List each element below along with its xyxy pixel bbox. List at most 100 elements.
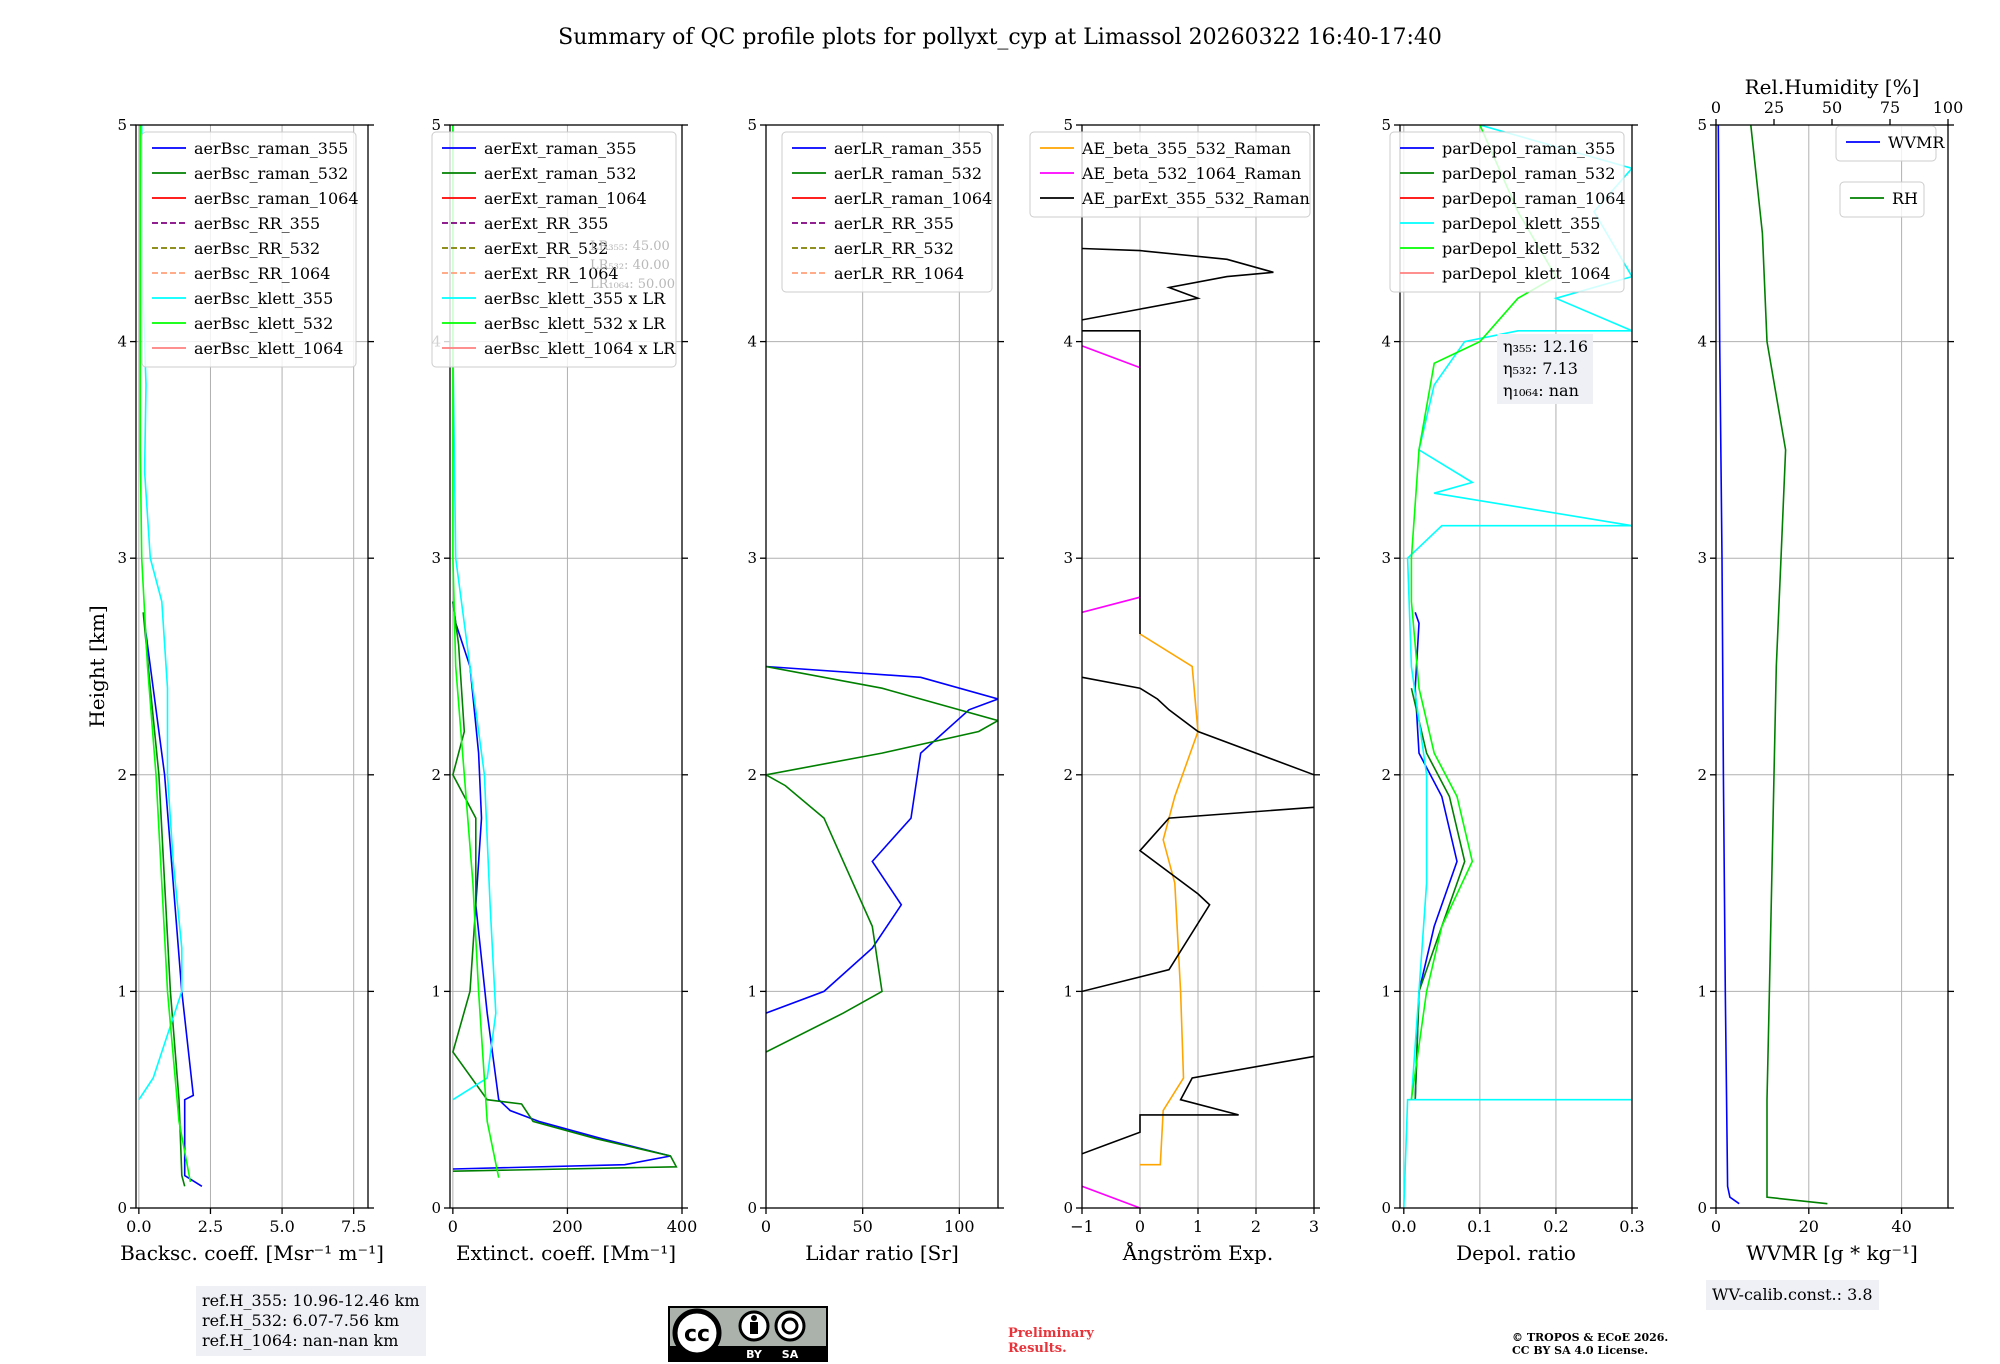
legend-label-aerbsc-klett-532-x-lr: aerBsc_klett_532 x LR	[484, 314, 666, 333]
legend-label-aerext-raman-355: aerExt_raman_355	[484, 139, 637, 158]
legend-label-aerbsc-raman-532: aerBsc_raman_532	[194, 164, 348, 183]
y-tick-label-ext-3: 3	[431, 549, 441, 567]
x-axis-label-ae: Ångström Exp.	[1122, 1240, 1273, 1265]
legend-label-aerbsc-klett-532: aerBsc_klett_532	[194, 314, 333, 333]
y-tick-label-wv-1: 1	[1697, 982, 1707, 1000]
legend-label-ae-beta-355-532-raman: AE_beta_355_532_Raman	[1081, 139, 1291, 158]
x-tick-label-ae-1: 0	[1135, 1217, 1145, 1236]
y-tick-label-depol-5: 5	[1381, 116, 1391, 134]
y-tick-label-bsc-1: 1	[117, 982, 127, 1000]
legend-lr-box	[781, 131, 993, 293]
top-x-tick-label-1: 25	[1764, 98, 1784, 117]
x-tick-label-ae-0: −1	[1070, 1217, 1094, 1236]
y-tick-label-lr-1: 1	[747, 982, 757, 1000]
ref-height-355: ref.H_355: 10.96-12.46 km	[202, 1291, 420, 1310]
y-tick-label-lr-2: 2	[747, 766, 757, 784]
axes-frame-depol	[1399, 124, 1633, 1209]
x-tick-label-bsc-2: 5.0	[269, 1217, 294, 1236]
x-tick-label-wv-1: 20	[1799, 1217, 1819, 1236]
legend-label-aerbsc-rr-1064: aerBsc_RR_1064	[194, 264, 330, 283]
top-x-tick-label-4: 100	[1933, 98, 1964, 117]
preliminary-line-2: Results.	[1008, 1341, 1067, 1356]
y-tick-label-ext-1: 1	[431, 982, 441, 1000]
legend-label-aerext-rr-1064: aerExt_RR_1064	[484, 264, 619, 283]
axes-frame-lr	[765, 124, 999, 1209]
legend-label-aerbsc-klett-355-x-lr: aerBsc_klett_355 x LR	[484, 289, 666, 308]
x-tick-label-ext-1: 200	[552, 1217, 583, 1236]
legend-depol-box	[1389, 131, 1625, 293]
series-rh	[1750, 125, 1828, 1205]
y-tick-label-wv-4: 4	[1697, 333, 1707, 351]
legend-label-aerlr-raman-355: aerLR_raman_355	[834, 139, 982, 158]
legend-ae-box	[1029, 131, 1311, 218]
x-tick-label-depol-2: 0.2	[1543, 1217, 1568, 1236]
lr-note-2: LR₁₀₆₄: 50.00	[590, 277, 675, 292]
x-axis-label-wv: WVMR [g * kg⁻¹]	[1746, 1241, 1918, 1265]
legend-label-aerbsc-klett-1064: aerBsc_klett_1064	[194, 339, 343, 358]
series-aerbsc-raman-355	[143, 623, 203, 1187]
eta-value-0: η₃₅₅: 12.16	[1503, 337, 1588, 356]
legend-label-wvmr: WVMR	[1888, 133, 1945, 152]
top-x-tick-label-0: 0	[1711, 98, 1721, 117]
series-ae-beta-532-1064-raman	[1082, 1185, 1141, 1208]
series-pardepol-raman-355	[1414, 612, 1458, 1100]
x-tick-label-bsc-3: 7.5	[341, 1217, 366, 1236]
top-x-tick-label-2: 50	[1822, 98, 1842, 117]
legend-label-ae-parext-355-532-raman: AE_parExt_355_532_Raman	[1081, 189, 1310, 208]
series-group-wv	[1717, 125, 1828, 1205]
legend-label-aerbsc-klett-355: aerBsc_klett_355	[194, 289, 333, 308]
series-aerbsc-raman-532	[142, 612, 186, 1187]
legend-label-aerlr-rr-532: aerLR_RR_532	[834, 239, 954, 258]
series-ae-parext-355-532-raman-e	[1082, 247, 1274, 321]
y-tick-label-ae-5: 5	[1063, 116, 1073, 134]
x-tick-label-depol-0: 0.0	[1391, 1217, 1416, 1236]
preliminary-note: Preliminary Results.	[1008, 1326, 1094, 1356]
legend-label-pardepol-klett-1064: parDepol_klett_1064	[1442, 264, 1611, 283]
legend-ext-box	[431, 131, 677, 368]
series-aerext-raman-532	[452, 601, 678, 1172]
y-tick-label-bsc-0: 0	[117, 1199, 127, 1217]
x-axis-label-ext: Extinct. coeff. [Mm⁻¹]	[456, 1241, 676, 1265]
y-tick-label-lr-0: 0	[747, 1199, 757, 1217]
legend-label-aerlr-rr-355: aerLR_RR_355	[834, 214, 954, 233]
series-ae-parext-355-532-raman-b	[1082, 806, 1314, 993]
x-tick-label-lr-0: 0	[761, 1217, 771, 1236]
legend-wvmr-box	[1835, 125, 1937, 162]
axes-frame-wv	[1715, 124, 1949, 1209]
legend-label-aerbsc-rr-532: aerBsc_RR_532	[194, 239, 320, 258]
series-aerlr-raman-355	[766, 665, 998, 1014]
series-ae-parext-355-532-raman	[1082, 1055, 1314, 1155]
legend-depol: parDepol_raman_355 parDepol_raman_532 parD…	[1389, 131, 1626, 293]
legend-label-aerbsc-klett-1064-x-lr: aerBsc_klett_1064 x LR	[484, 339, 676, 358]
legend-label-rh: RH	[1892, 189, 1918, 208]
copyright-note: © TROPOS & ECoE 2026. CC BY SA 4.0 Licen…	[1512, 1331, 1668, 1357]
series-ae-beta-532-1064-raman-b	[1082, 596, 1141, 614]
top-x-axis-label: Rel.Humidity [%]	[1745, 75, 1920, 99]
series-aerbsc-klett-532	[139, 125, 192, 1183]
ref-height-532: ref.H_532: 6.07-7.56 km	[202, 1311, 400, 1330]
top-x-tick-label-3: 75	[1880, 98, 1900, 117]
y-tick-label-ext-0: 0	[431, 1199, 441, 1217]
x-tick-label-lr-1: 50	[852, 1217, 872, 1236]
x-tick-label-ae-4: 3	[1309, 1217, 1319, 1236]
cc-sa-label: SA	[782, 1348, 799, 1361]
legend-label-pardepol-raman-1064: parDepol_raman_1064	[1442, 189, 1626, 208]
x-axis-label-lr: Lidar ratio [Sr]	[805, 1241, 959, 1265]
x-tick-label-depol-1: 0.1	[1467, 1217, 1492, 1236]
cc-by-label: BY	[746, 1348, 763, 1361]
series-aerbsc-klett-355	[138, 125, 183, 1101]
legend-label-ae-beta-532-1064-raman: AE_beta_532_1064_Raman	[1081, 164, 1301, 183]
series-ae-parext-355-532-raman-c	[1082, 676, 1314, 776]
y-tick-label-depol-3: 3	[1381, 549, 1391, 567]
legend-label-aerext-raman-1064: aerExt_raman_1064	[484, 189, 647, 208]
legend-label-aerext-rr-355: aerExt_RR_355	[484, 214, 608, 233]
series-group-bsc	[138, 125, 203, 1187]
y-tick-label-depol-1: 1	[1381, 982, 1391, 1000]
x-tick-label-ae-2: 1	[1193, 1217, 1203, 1236]
legend-label-aerext-raman-532: aerExt_raman_532	[484, 164, 637, 183]
figure-title: Summary of QC profile plots for pollyxt_…	[558, 25, 1442, 50]
y-tick-label-lr-4: 4	[747, 333, 757, 351]
x-tick-label-bsc-0: 0.0	[126, 1217, 151, 1236]
